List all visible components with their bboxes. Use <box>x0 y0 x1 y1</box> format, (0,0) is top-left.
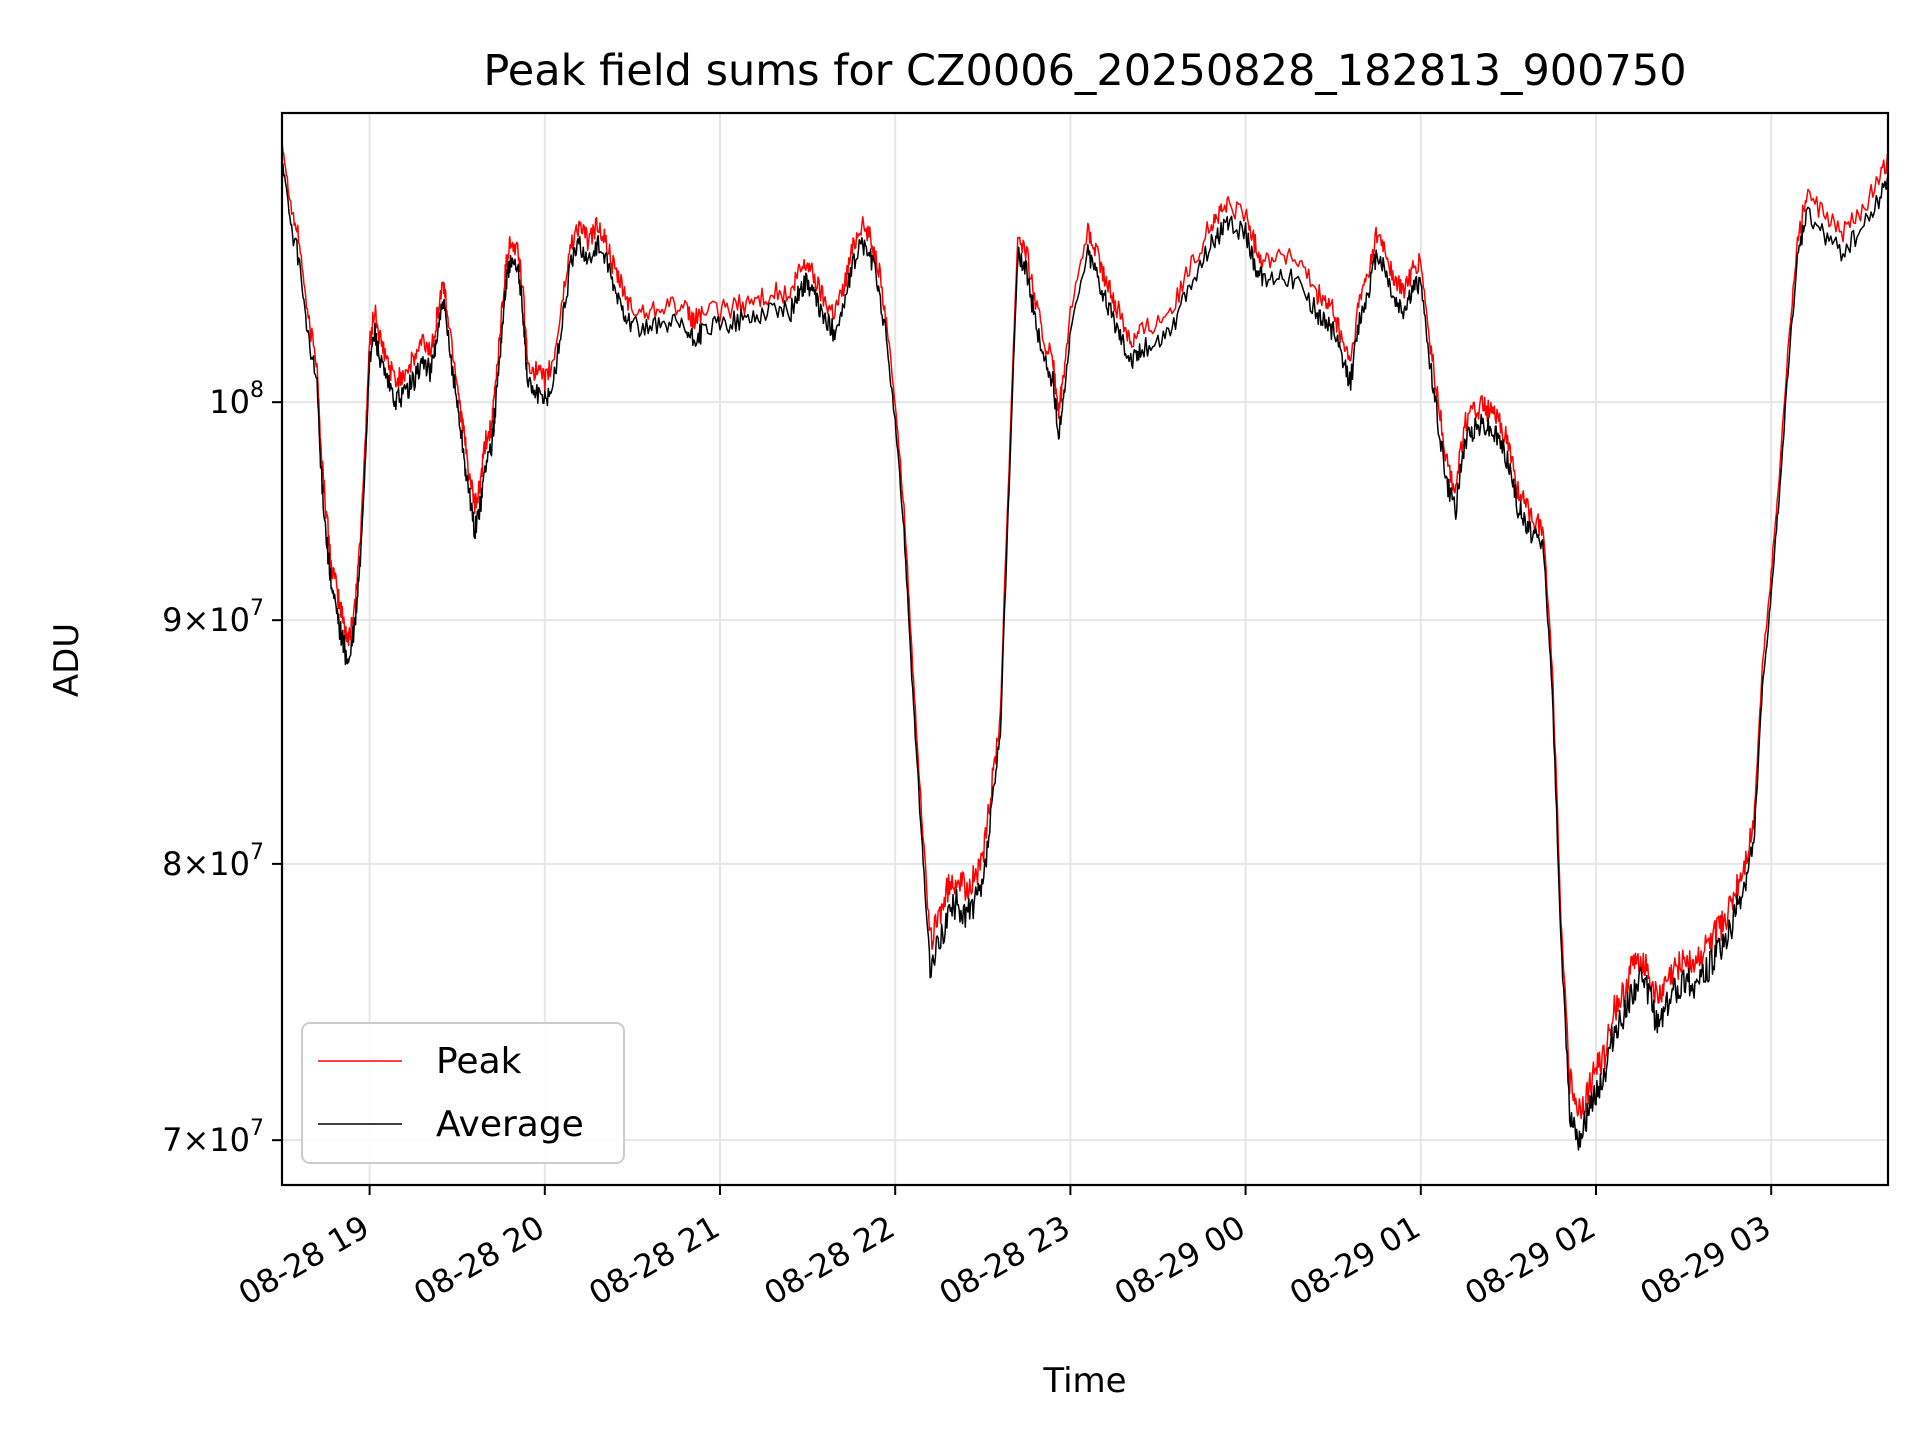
y-tick-label: 108 <box>209 378 264 421</box>
chart-title: Peak field sums for CZ0006_20250828_1828… <box>483 46 1686 96</box>
y-tick-label: 9×107 <box>162 596 264 639</box>
y-tick-label: 7×107 <box>162 1116 264 1159</box>
series-line-average <box>282 162 1888 1151</box>
legend-label-average: Average <box>436 1104 584 1145</box>
series-layer <box>282 140 1888 1151</box>
y-axis-label: ADU <box>47 623 87 697</box>
y-tick-label: 8×107 <box>162 840 264 883</box>
legend: Peak Average <box>301 1022 625 1164</box>
grid-lines <box>282 113 1888 1185</box>
legend-label-peak: Peak <box>436 1041 522 1082</box>
series-line-peak <box>282 140 1888 1120</box>
plot-area-frame <box>280 111 1890 1187</box>
y-axis-ticks: 7×107 8×107 9×107 108 <box>162 378 282 1159</box>
x-axis-label: Time <box>1042 1361 1126 1401</box>
legend-box <box>301 1022 625 1164</box>
